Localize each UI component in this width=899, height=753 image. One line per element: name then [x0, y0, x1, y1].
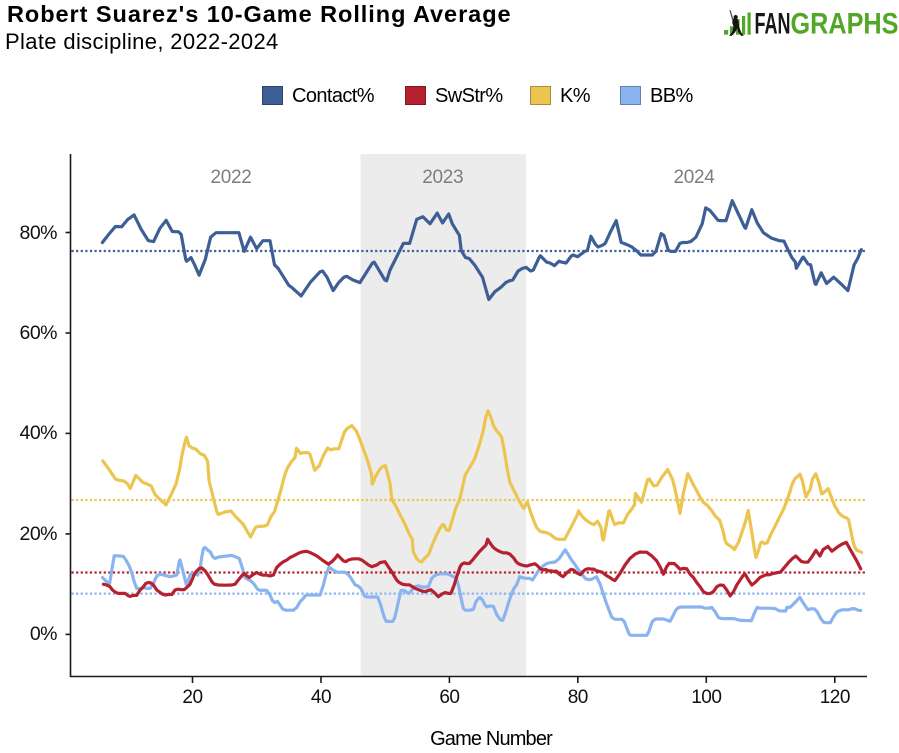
svg-text:FAN: FAN: [755, 9, 791, 40]
svg-text:GRAPHS: GRAPHS: [791, 9, 899, 40]
